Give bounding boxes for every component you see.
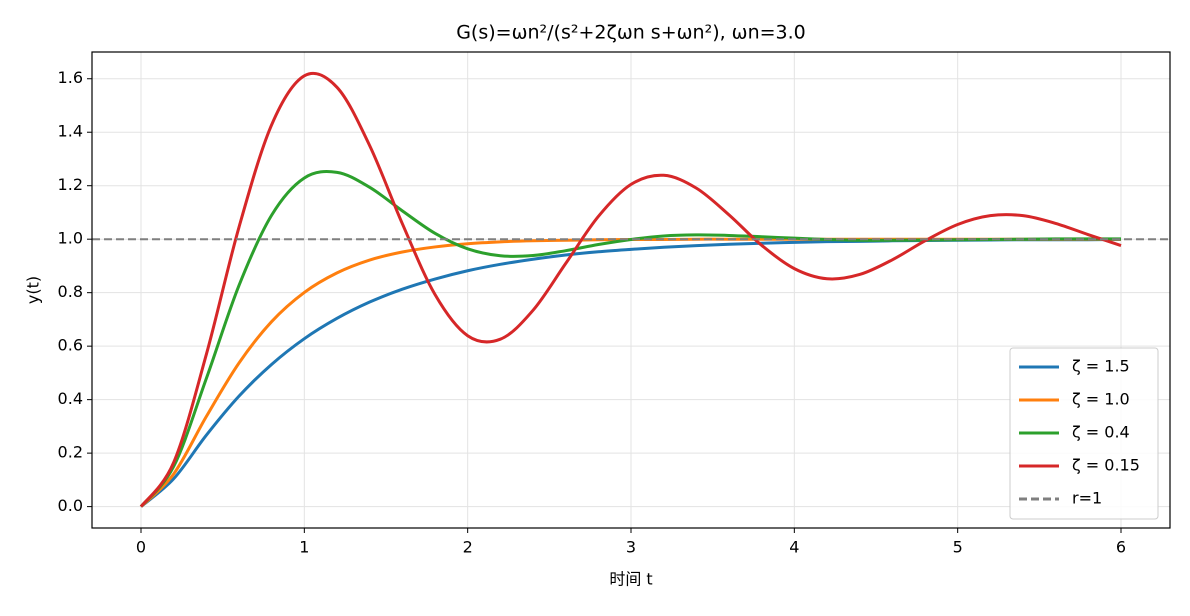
legend: ζ = 1.5 ζ = 1.0 ζ = 0.4 ζ = 0.15 r=1	[1009, 347, 1159, 520]
y-axis-label: y(t)	[24, 276, 43, 304]
x-tick-label: 5	[953, 538, 963, 557]
y-tick-label: 1.4	[58, 122, 83, 141]
x-tick-label: 2	[463, 538, 473, 557]
legend-label: r=1	[1072, 489, 1102, 508]
line-series	[139, 71, 1122, 508]
y-tick-label: 0.2	[58, 443, 83, 462]
x-tick-label: 4	[789, 538, 799, 557]
y-tick-label: 1.2	[58, 175, 83, 194]
legend-label: ζ = 0.4	[1072, 423, 1130, 442]
y-tick-label: 0.4	[58, 389, 83, 408]
legend-label: ζ = 1.0	[1072, 390, 1130, 409]
chart-title: G(s)=ωn²/(s²+2ζωn s+ωn²), ωn=3.0	[456, 22, 806, 44]
x-tick-label: 6	[1116, 538, 1126, 557]
y-tick-label: 1.6	[58, 68, 83, 87]
y-tick-label: 0.0	[58, 496, 83, 515]
legend-box	[1009, 347, 1159, 520]
legend-label: ζ = 1.5	[1072, 357, 1130, 376]
axes-frame	[91, 51, 1171, 529]
x-tick-label: 1	[299, 538, 309, 557]
x-tick-label: 3	[626, 538, 636, 557]
y-tick-label: 1.0	[58, 229, 83, 248]
y-tick-label: 0.6	[58, 336, 83, 355]
y-tick-label: 0.8	[58, 282, 83, 301]
x-tick-label: 0	[136, 538, 146, 557]
x-axis-label: 时间 t	[609, 570, 652, 589]
legend-label: ζ = 0.15	[1072, 456, 1140, 475]
